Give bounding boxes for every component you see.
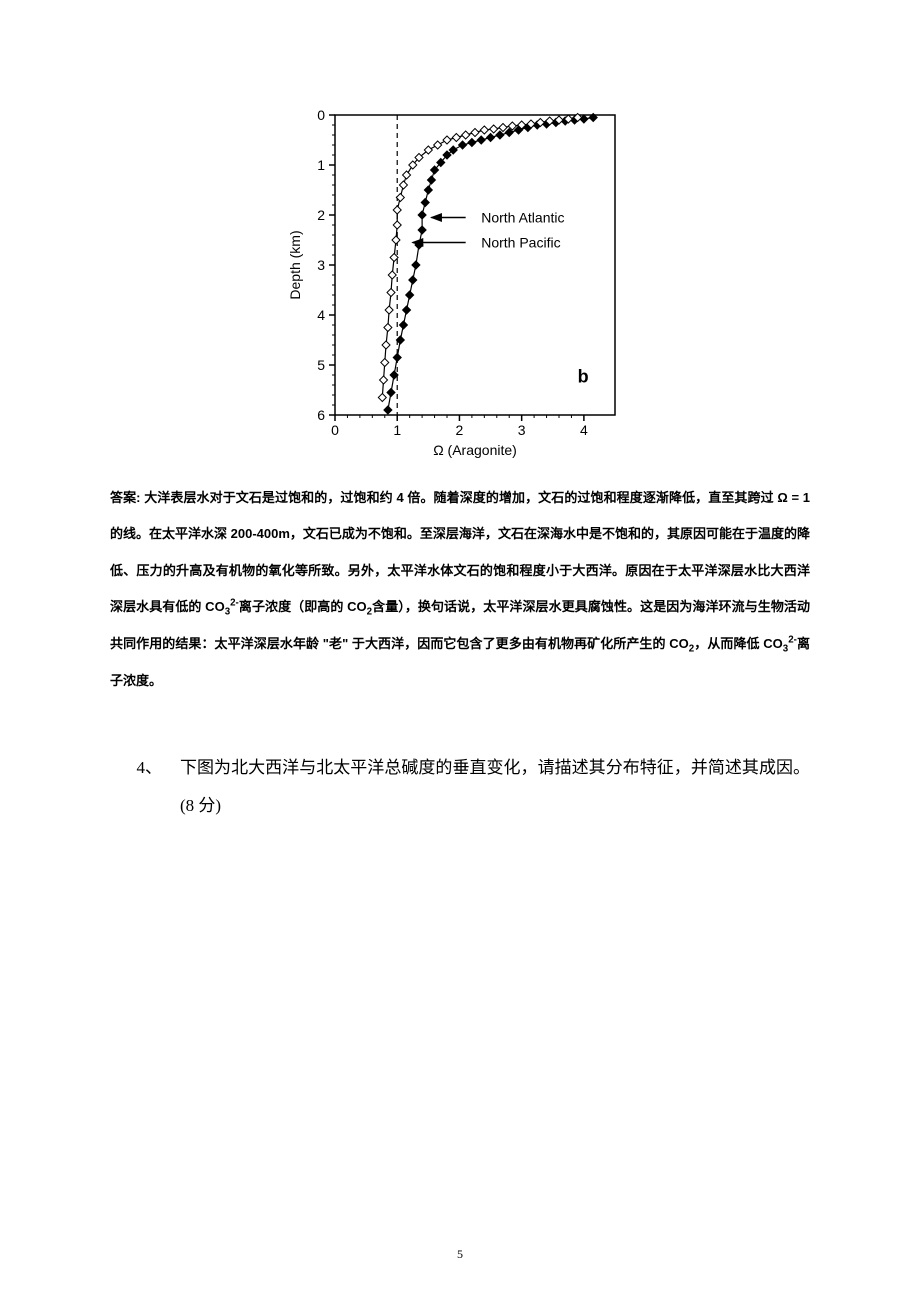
svg-text:North Pacific: North Pacific [481,235,560,251]
question-4-text: 下图为北大西洋与北太平洋总碱度的垂直变化，请描述其分布特征，并简述其成因。(8 … [180,749,810,824]
svg-text:2: 2 [456,422,464,438]
svg-text:3: 3 [317,257,325,273]
svg-text:2: 2 [317,207,325,223]
answer-label: 答案: [110,490,141,505]
svg-text:0: 0 [317,107,325,123]
question-4-number: 4、 [110,749,180,786]
svg-text:b: b [578,367,589,387]
svg-text:4: 4 [317,307,325,323]
svg-text:3: 3 [518,422,526,438]
chart-svg: 0 1 2 3 4 0 1 2 3 4 5 6 Ω (Aragonite) Depth (km) North… [285,100,635,460]
svg-text:5: 5 [317,357,325,373]
question-4: 4、 下图为北大西洋与北太平洋总碱度的垂直变化，请描述其分布特征，并简述其成因。… [110,749,810,824]
svg-text:1: 1 [317,157,325,173]
svg-text:North Atlantic: North Atlantic [481,210,564,226]
aragonite-depth-chart: 012340123456Ω (Aragonite)Depth (km)North… [285,100,635,440]
svg-text:1: 1 [393,422,401,438]
answer-text: 大洋表层水对于文石是过饱和的，过饱和约 4 倍。随着深度的增加，文石的过饱和程度… [110,490,810,688]
page-number: 5 [0,1247,920,1262]
answer-paragraph: 答案: 大洋表层水对于文石是过饱和的，过饱和约 4 倍。随着深度的增加，文石的过… [110,480,810,699]
svg-text:6: 6 [317,407,325,423]
svg-text:4: 4 [580,422,588,438]
svg-text:Depth (km): Depth (km) [287,230,303,299]
svg-text:0: 0 [331,422,339,438]
svg-text:Ω (Aragonite): Ω (Aragonite) [433,442,517,458]
